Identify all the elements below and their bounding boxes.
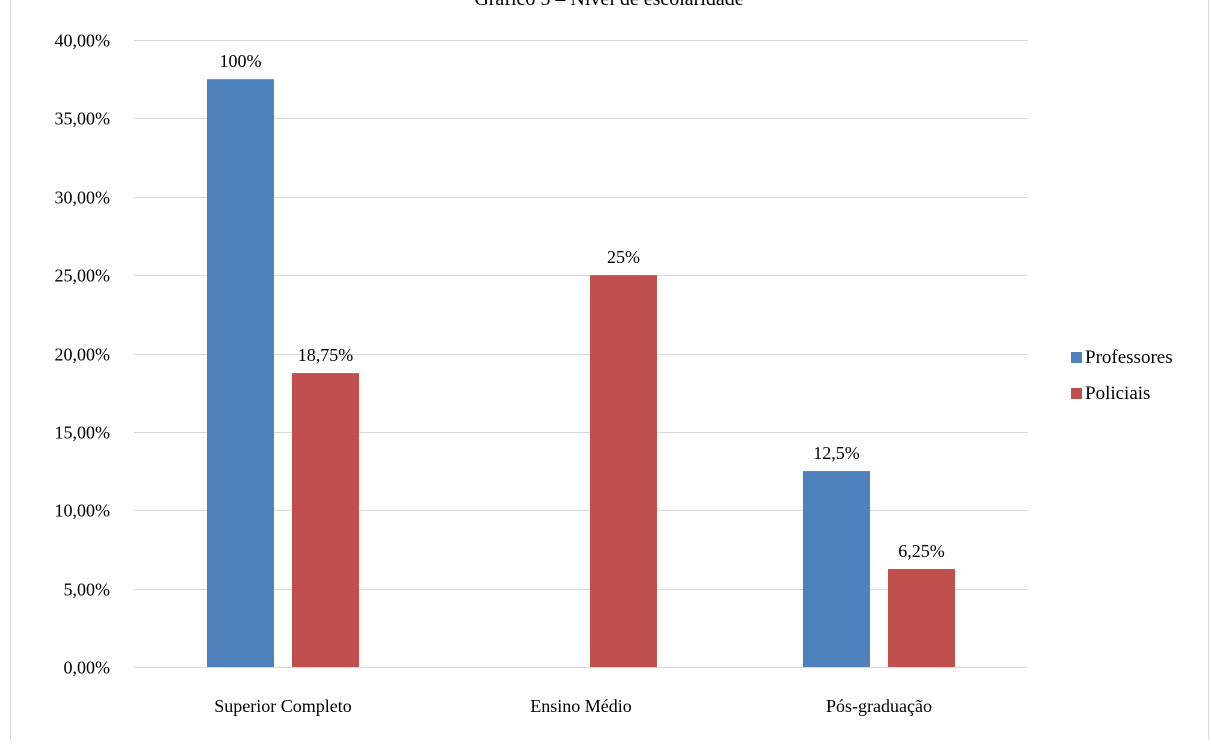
bar-policiais-1 xyxy=(590,275,657,667)
y-tick-label: 15,00% xyxy=(55,423,111,443)
y-tick-label: 25,00% xyxy=(55,266,111,286)
y-tick-label: 35,00% xyxy=(55,109,111,129)
data-label: 100% xyxy=(220,51,262,71)
x-axis-ticks: Superior Completo Ensino Médio Pós-graduaç… xyxy=(214,696,932,716)
gridlines xyxy=(134,40,1028,668)
legend-label: Professores xyxy=(1085,347,1173,368)
data-label: 12,5% xyxy=(813,443,860,463)
x-tick-label: Ensino Médio xyxy=(530,696,632,716)
y-axis-ticks: 0,00% 5,00% 10,00% 15,00% 20,00% 25,00% 30,00%… xyxy=(55,31,111,678)
y-tick-label: 40,00% xyxy=(55,31,111,51)
y-tick-label: 5,00% xyxy=(64,580,111,600)
y-tick-label: 0,00% xyxy=(64,658,111,678)
data-label: 18,75% xyxy=(298,345,354,365)
x-tick-label: Pós-graduação xyxy=(826,696,932,716)
chart-title: Gráfico 5 – Nível de escolaridade xyxy=(474,0,743,10)
x-tick-label: Superior Completo xyxy=(214,696,352,716)
y-tick-label: 20,00% xyxy=(55,345,111,365)
bars xyxy=(207,79,955,667)
legend-label: Policiais xyxy=(1085,383,1150,404)
data-label: 6,25% xyxy=(898,541,945,561)
legend-swatch xyxy=(1071,352,1082,363)
legend-swatch xyxy=(1071,388,1082,399)
bar-professores-0 xyxy=(207,79,274,667)
y-tick-label: 10,00% xyxy=(55,501,111,521)
bar-policiais-0 xyxy=(292,373,359,667)
data-label: 25% xyxy=(607,247,640,267)
y-tick-label: 30,00% xyxy=(55,188,111,208)
bar-policiais-2 xyxy=(888,569,955,667)
data-labels: 100% 12,5% 18,75% 25% 6,25% xyxy=(220,51,945,561)
legend: Professores Policiais xyxy=(1071,347,1173,404)
bar-professores-2 xyxy=(803,471,870,667)
